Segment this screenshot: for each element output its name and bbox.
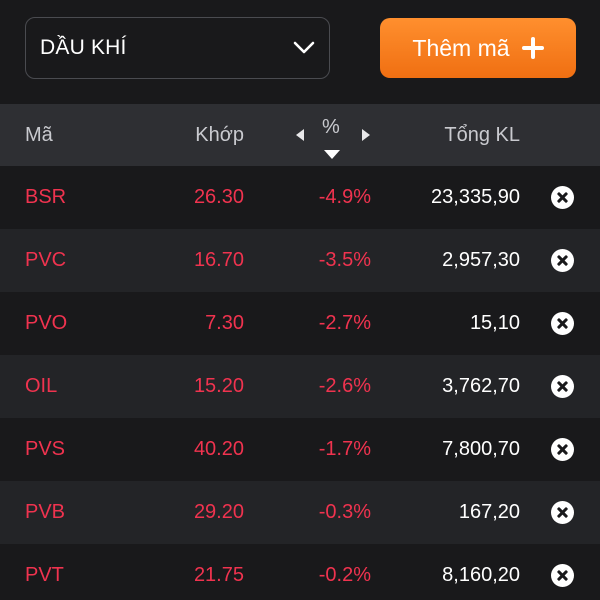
header-total-volume: Tổng KL <box>444 124 520 146</box>
stock-price: 26.30 <box>193 186 244 208</box>
stock-price: 29.20 <box>193 501 244 523</box>
table-row[interactable]: PVO 7.30 -2.7% 15,10 <box>0 292 600 355</box>
stock-code[interactable]: PVO <box>25 312 68 334</box>
stock-code[interactable]: BSR <box>25 186 67 208</box>
stock-price: 15.20 <box>193 375 244 397</box>
remove-circle-icon[interactable] <box>551 186 574 209</box>
remove-circle-icon[interactable] <box>551 375 574 398</box>
stock-total-volume: 167,20 <box>458 501 520 523</box>
stock-price: 16.70 <box>193 249 244 271</box>
stock-total-volume: 8,160,20 <box>442 564 520 586</box>
stock-total-volume: 2,957,30 <box>442 249 520 271</box>
sector-dropdown[interactable]: DẦU KHÍ <box>25 17 330 79</box>
stock-total-volume: 7,800,70 <box>442 438 520 460</box>
header-percent-group: % <box>290 104 375 166</box>
stock-percent: -0.3% <box>318 501 371 523</box>
remove-circle-icon[interactable] <box>551 249 574 272</box>
sort-desc-icon[interactable] <box>324 150 340 159</box>
plus-icon <box>521 37 544 59</box>
table-row[interactable]: BSR 26.30 -4.9% 23,335,90 <box>0 166 600 229</box>
chevron-down-icon <box>291 35 317 61</box>
add-symbol-button[interactable]: Thêm mã <box>380 18 576 78</box>
remove-circle-icon[interactable] <box>551 501 574 524</box>
stock-percent: -1.7% <box>318 438 371 460</box>
stock-code[interactable]: PVT <box>25 564 64 586</box>
header-price: Khớp <box>195 124 244 146</box>
stock-code[interactable]: OIL <box>25 375 58 397</box>
table-row[interactable]: PVB 29.20 -0.3% 167,20 <box>0 481 600 544</box>
remove-circle-icon[interactable] <box>551 564 574 587</box>
stock-code[interactable]: PVB <box>25 501 66 523</box>
stock-percent: -2.6% <box>318 375 371 397</box>
table-row[interactable]: PVT 21.75 -0.2% 8,160,20 <box>0 544 600 600</box>
remove-circle-icon[interactable] <box>551 438 574 461</box>
stock-percent: -3.5% <box>318 249 371 271</box>
stock-price: 40.20 <box>193 438 244 460</box>
stock-percent: -4.9% <box>318 186 371 208</box>
stock-total-volume: 15,10 <box>469 312 520 334</box>
table-row[interactable]: PVC 16.70 -3.5% 2,957,30 <box>0 229 600 292</box>
stock-percent: -2.7% <box>318 312 371 334</box>
table-row[interactable]: OIL 15.20 -2.6% 3,762,70 <box>0 355 600 418</box>
stock-price: 21.75 <box>193 564 244 586</box>
header-code: Mã <box>25 124 53 146</box>
header-percent[interactable]: % <box>322 116 340 138</box>
stock-code[interactable]: PVS <box>25 438 66 460</box>
table-header: Mã Khớp % Tổng KL <box>0 104 600 166</box>
table-row[interactable]: PVS 40.20 -1.7% 7,800,70 <box>0 418 600 481</box>
remove-circle-icon[interactable] <box>551 312 574 335</box>
stock-total-volume: 23,335,90 <box>431 186 520 208</box>
add-symbol-label: Thêm mã <box>412 34 510 61</box>
stock-list: BSR 26.30 -4.9% 23,335,90 PVC 16.70 -3.5… <box>0 166 600 600</box>
top-bar: DẦU KHÍ Thêm mã <box>0 0 600 104</box>
caret-left-icon[interactable] <box>296 129 304 141</box>
stock-total-volume: 3,762,70 <box>442 375 520 397</box>
caret-right-icon[interactable] <box>362 129 370 141</box>
stock-code[interactable]: PVC <box>25 249 67 271</box>
stock-percent: -0.2% <box>318 564 371 586</box>
stock-price: 7.30 <box>205 312 244 334</box>
sector-dropdown-label: DẦU KHÍ <box>40 36 127 59</box>
